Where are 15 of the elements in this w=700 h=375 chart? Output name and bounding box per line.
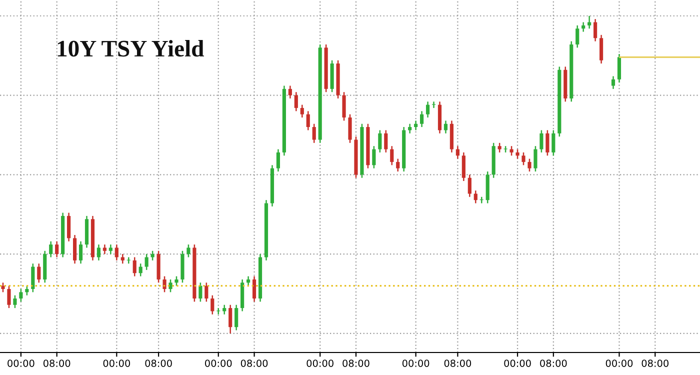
x-tick-label: 00:00 xyxy=(402,360,430,367)
x-tick-label: 00:00 xyxy=(205,360,232,367)
x-tick-label: 08:00 xyxy=(342,360,370,367)
x-tick-label: 00:00 xyxy=(8,360,34,367)
x-tick-label: 08:00 xyxy=(240,360,268,367)
x-tick-label: 00:00 xyxy=(606,360,633,367)
x-tick-label: 00:00 xyxy=(504,360,531,367)
x-tick-label: 08:00 xyxy=(444,360,472,367)
x-tick-label: 08:00 xyxy=(43,360,70,367)
x-tick-label: 08:00 xyxy=(145,360,172,367)
x-tick-label: 00:00 xyxy=(306,360,334,367)
x-tick-label: 08:00 xyxy=(642,360,668,367)
text: 10Y TSY Yield xyxy=(58,40,204,57)
x-tick-label: 00:00 xyxy=(103,360,130,367)
x-tick-label: 08:00 xyxy=(540,360,567,367)
